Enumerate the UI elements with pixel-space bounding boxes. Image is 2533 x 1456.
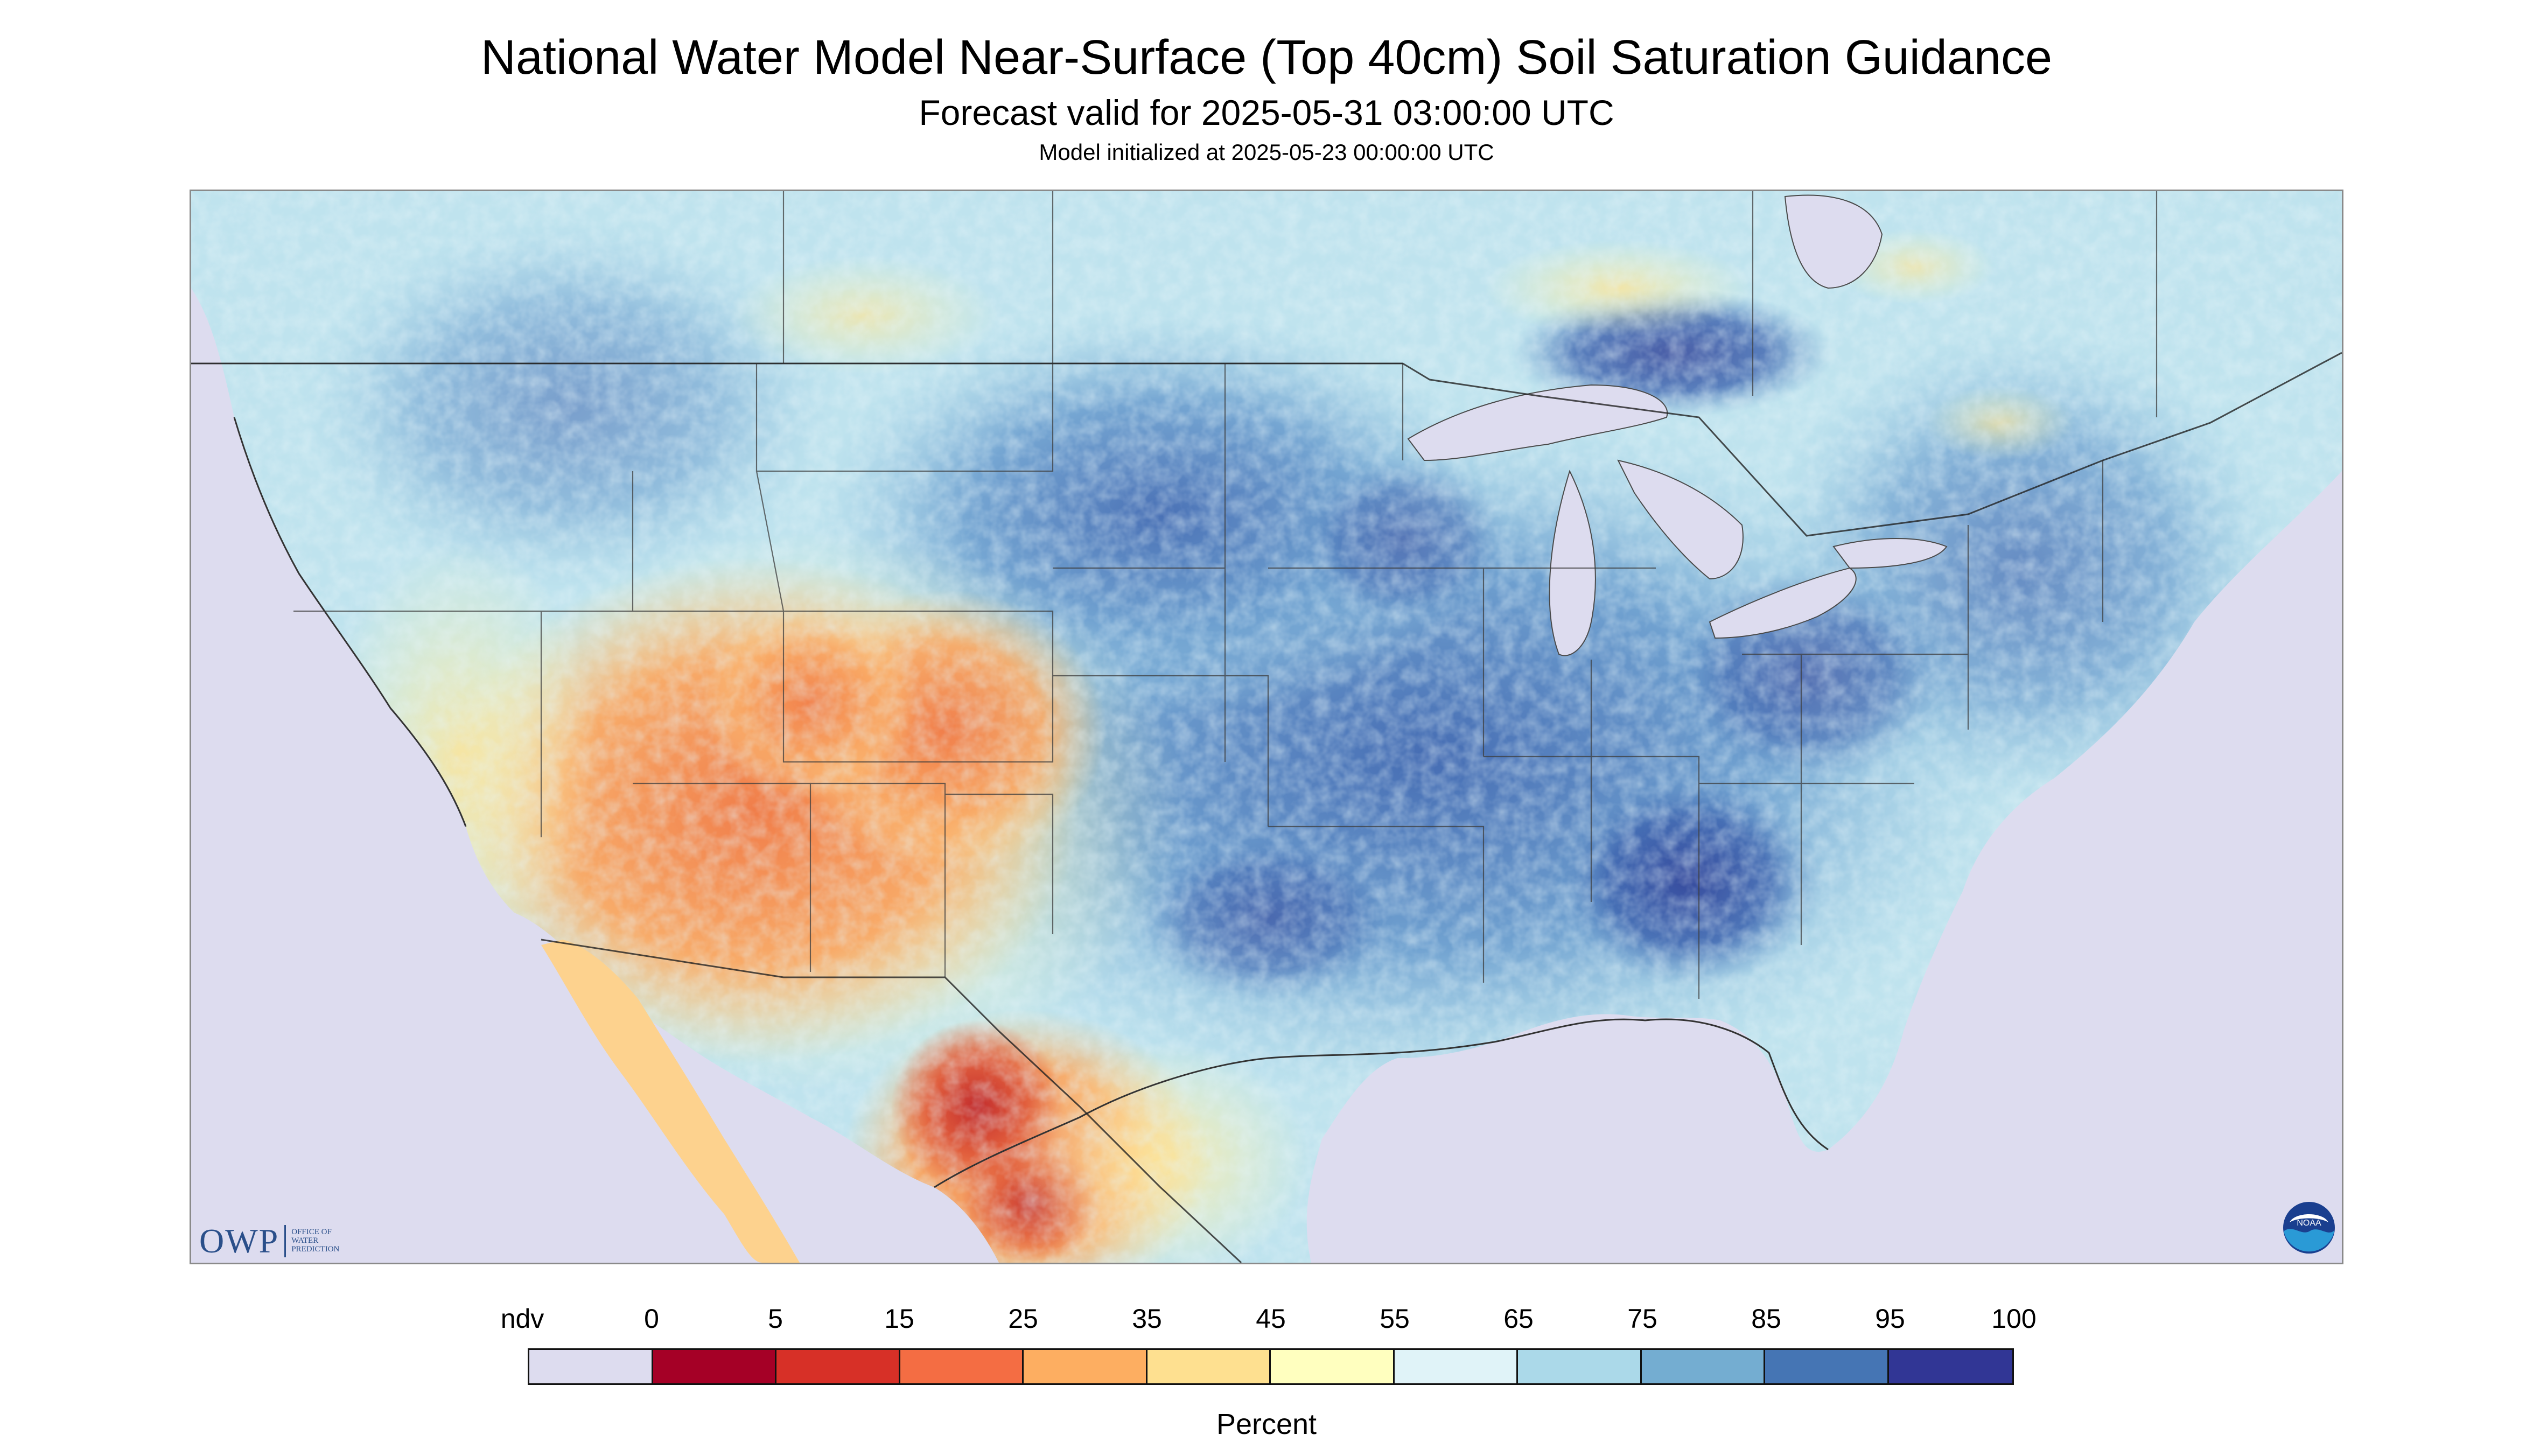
owp-logo-divider <box>284 1225 286 1257</box>
owp-logo-text: Office of Water Prediction <box>291 1228 339 1254</box>
colorbar-swatch <box>900 1350 1024 1383</box>
legend-tick-label: 15 <box>884 1304 914 1334</box>
model-init-time: Model initialized at 2025-05-23 00:00:00… <box>1039 139 1494 165</box>
owp-line-1: Office of <box>291 1228 332 1237</box>
pacific-coastline <box>233 417 467 827</box>
owp-logo-mark: OWP <box>199 1222 279 1260</box>
us-canada-border <box>191 352 2342 537</box>
colorbar-swatch <box>776 1350 900 1383</box>
colorbar-swatch <box>1394 1350 1518 1383</box>
legend-tick-label: 95 <box>1875 1304 1905 1334</box>
colorbar-swatch <box>1024 1350 1147 1383</box>
forecast-valid-time: Forecast valid for 2025-05-31 03:00:00 U… <box>919 93 1614 132</box>
map-title: National Water Model Near-Surface (Top 4… <box>480 31 2052 85</box>
legend-tick-label: 45 <box>1256 1304 1286 1334</box>
colorbar-swatch <box>1147 1350 1271 1383</box>
us-mexico-border <box>541 939 1242 1263</box>
legend-tick-label: 5 <box>768 1304 783 1334</box>
owp-line-3: Prediction <box>291 1244 340 1254</box>
great-lakes <box>1407 194 1948 656</box>
colorbar-swatch <box>1641 1350 1765 1383</box>
legend-tick-label: 100 <box>1991 1304 2037 1334</box>
legend-tick-label: 75 <box>1627 1304 1657 1334</box>
legend-tick-label: 55 <box>1380 1304 1410 1334</box>
colorbar-swatch <box>1888 1350 2012 1383</box>
legend-tick-label: 85 <box>1751 1304 1781 1334</box>
colorbar-swatch <box>1518 1350 1642 1383</box>
legend-tick-label: 65 <box>1503 1304 1534 1334</box>
colorbar-swatch <box>529 1350 653 1383</box>
owp-logo: OWP Office of Water Prediction <box>199 1221 339 1261</box>
legend-tick-label: 0 <box>644 1304 659 1334</box>
map-canvas <box>191 191 2342 1263</box>
legend-tick-label: 25 <box>1008 1304 1038 1334</box>
colorbar <box>528 1348 2014 1385</box>
colorbar-swatch <box>1271 1350 1395 1383</box>
gulf-coastline <box>934 1018 1829 1188</box>
noaa-logo: NOAA <box>2283 1202 2335 1254</box>
noaa-logo-text: NOAA <box>2297 1219 2321 1228</box>
soil-saturation-map <box>190 190 2343 1264</box>
legend-label-ndv: ndv <box>500 1304 544 1334</box>
colorbar-swatch <box>1765 1350 1889 1383</box>
legend-tick-label: 35 <box>1132 1304 1162 1334</box>
legend-unit-label: Percent <box>1216 1408 1317 1440</box>
colorbar-swatch <box>653 1350 776 1383</box>
owp-line-2: Water <box>291 1236 319 1245</box>
